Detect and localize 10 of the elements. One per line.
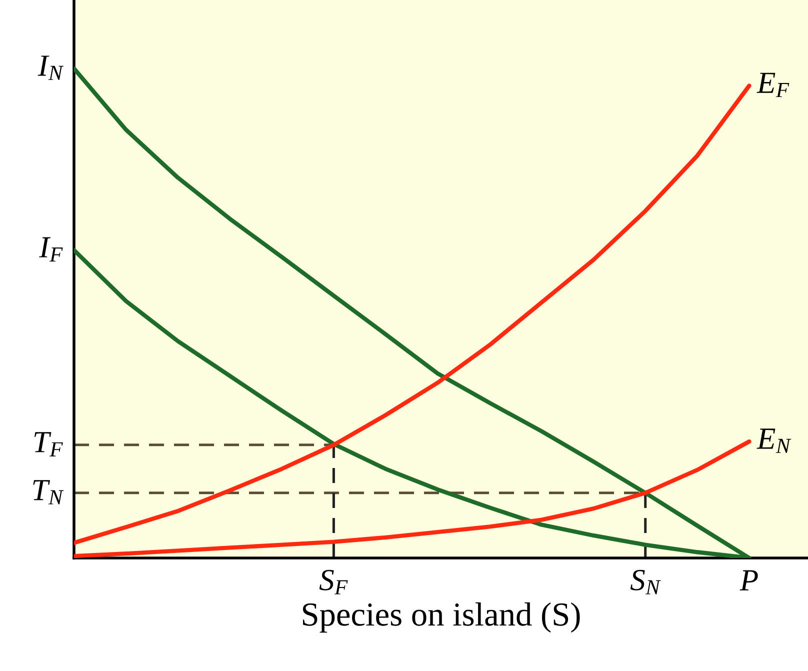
series-label: I$_{F}$ — [39, 237, 63, 262]
series-label: E$_{F}$ — [756, 72, 790, 98]
x-axis-title: Species on island (S) — [302, 602, 580, 633]
series-label: I$_{N}$ — [38, 56, 64, 80]
x-tick-label: P — [740, 570, 758, 590]
x-tick-label: S$_{N}$ — [630, 570, 661, 594]
ref-line-label: T$_{F}$ — [34, 432, 63, 456]
series-label: E$_{N}$ — [756, 428, 792, 453]
x-tick-label: S$_{F}$ — [319, 570, 348, 594]
ref-line-label: T$_{N}$ — [33, 480, 64, 504]
